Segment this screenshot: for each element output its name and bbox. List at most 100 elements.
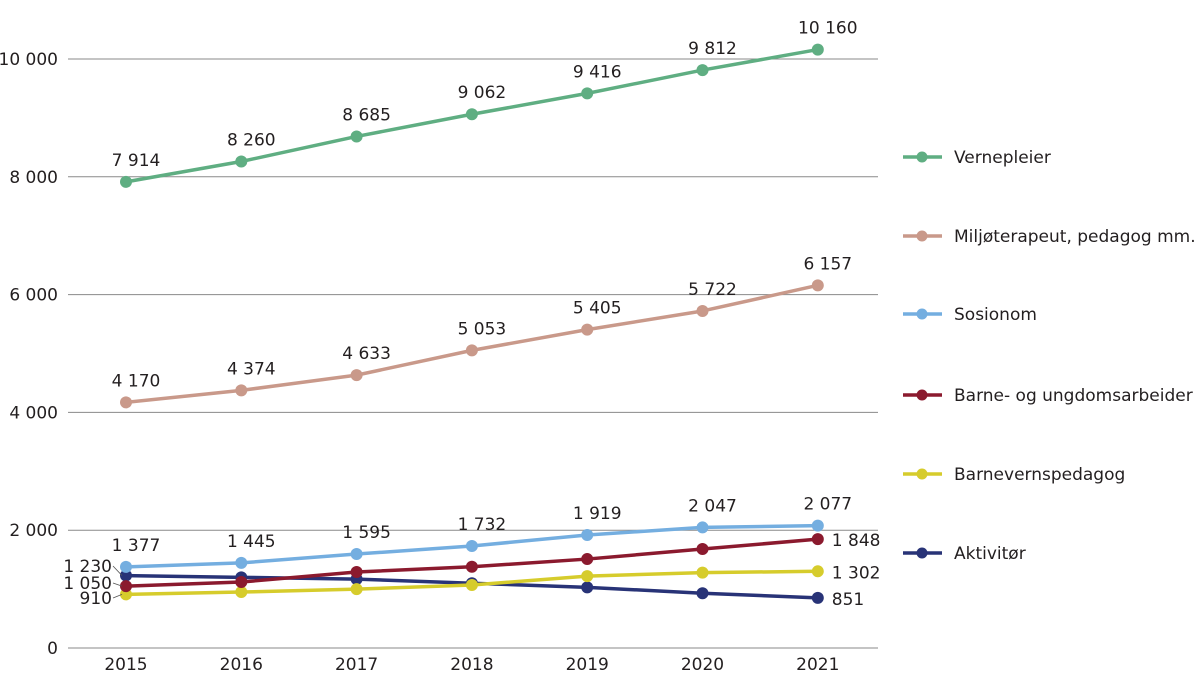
series-line [125, 283, 819, 405]
data-point [465, 344, 478, 357]
x-axis: 2015 2016 2017 2018 2019 2020 2021 [104, 655, 839, 675]
data-label: 1 050 [63, 574, 112, 594]
data-point [581, 323, 594, 336]
data-label: 4 374 [227, 359, 276, 379]
legend-swatch-marker [916, 389, 928, 401]
data-label: 9 062 [458, 83, 507, 103]
data-point [120, 396, 132, 409]
legend-swatch-marker [916, 308, 928, 320]
legend-label: Sosionom [954, 305, 1037, 325]
x-tick-label: 2018 [450, 655, 493, 675]
data-label: 1 595 [342, 523, 391, 543]
data-point [581, 528, 594, 541]
data-point [350, 583, 363, 596]
legend-label: Vernepleier [954, 148, 1051, 168]
data-point [811, 519, 824, 532]
legend-swatch-marker [916, 468, 928, 480]
data-point [350, 548, 363, 561]
data-point [696, 587, 709, 600]
data-label: 851 [832, 590, 864, 610]
x-tick-label: 2021 [796, 655, 839, 675]
data-point [120, 569, 132, 582]
data-label: 8 685 [342, 105, 391, 125]
data-label: 8 260 [227, 130, 276, 150]
data-point [465, 108, 478, 121]
x-tick-label: 2019 [566, 655, 609, 675]
x-tick-label: 2020 [681, 655, 724, 675]
gridlines [68, 58, 878, 649]
data-point [811, 591, 824, 604]
data-label: 6 157 [803, 254, 852, 274]
data-label: 4 170 [112, 371, 161, 391]
data-point [696, 566, 709, 579]
data-point [350, 369, 363, 382]
data-point [696, 521, 709, 534]
legend-swatch-marker [916, 230, 928, 242]
data-point [235, 576, 248, 589]
data-label: 1 445 [227, 532, 276, 552]
data-point [350, 566, 363, 579]
data-label: 9 812 [688, 39, 737, 59]
data-point [465, 578, 478, 591]
label-leader [112, 582, 123, 587]
y-tick-label: 6 000 [9, 286, 58, 306]
x-tick-label: 2017 [335, 655, 378, 675]
data-label: 1 732 [458, 515, 507, 535]
legend: Vernepleier Miljøterapeut, pedagog mm. Sos… [903, 148, 1196, 564]
y-tick-label: 10 000 [0, 50, 58, 70]
legend-swatch-marker [916, 547, 928, 559]
data-label: 10 160 [798, 19, 857, 39]
data-label: 5 722 [688, 280, 737, 300]
data-point [235, 556, 248, 569]
data-point [581, 87, 594, 100]
data-point [235, 586, 248, 599]
y-tick-label: 4 000 [9, 403, 58, 423]
data-point [465, 539, 478, 552]
data-label: 9 416 [573, 62, 622, 82]
data-point [120, 560, 132, 573]
data-labels: 7 914 8 260 8 685 9 062 9 416 9 812 10 160 4 17… [63, 19, 880, 610]
data-point [696, 64, 709, 77]
data-label: 5 405 [573, 299, 622, 319]
data-point [120, 580, 132, 593]
legend-label: Barne- og ungdomsarbeider [954, 386, 1193, 406]
data-point [235, 155, 248, 168]
legend-label: Barnevernspedagog [954, 465, 1125, 485]
label-leader [112, 565, 123, 576]
data-point [811, 43, 824, 56]
data-point [120, 175, 132, 188]
data-label: 2 047 [688, 496, 737, 516]
data-point [811, 533, 824, 546]
data-label: 1 230 [63, 557, 112, 577]
y-tick-label: 8 000 [9, 168, 58, 188]
data-point [235, 384, 248, 397]
data-label: 7 914 [112, 151, 161, 171]
data-label: 1 377 [112, 536, 161, 556]
x-tick-label: 2016 [220, 655, 263, 675]
data-point [811, 565, 824, 578]
y-tick-label: 2 000 [9, 521, 58, 541]
data-point [581, 581, 594, 594]
y-axis: 0 2 000 4 000 6 000 8 000 10 000 [0, 50, 58, 659]
data-point [350, 130, 363, 143]
legend-label: Miljøterapeut, pedagog mm. [954, 227, 1196, 247]
data-label: 1 848 [832, 531, 881, 551]
data-label: 4 633 [342, 344, 391, 364]
series-lines [120, 43, 824, 604]
data-label: 5 053 [458, 319, 507, 339]
data-label: 1 919 [573, 504, 622, 524]
data-point [696, 543, 709, 556]
data-point [696, 304, 709, 317]
legend-label: Aktivitør [954, 544, 1026, 564]
data-point [465, 560, 478, 573]
data-point [581, 570, 594, 583]
y-tick-label: 0 [47, 639, 58, 659]
legend-swatch-marker [916, 151, 928, 163]
data-point [581, 553, 594, 566]
data-label: 2 077 [803, 495, 852, 515]
data-label: 1 302 [832, 563, 881, 583]
data-point [120, 588, 132, 601]
label-leader [112, 594, 123, 599]
data-point [811, 279, 824, 292]
